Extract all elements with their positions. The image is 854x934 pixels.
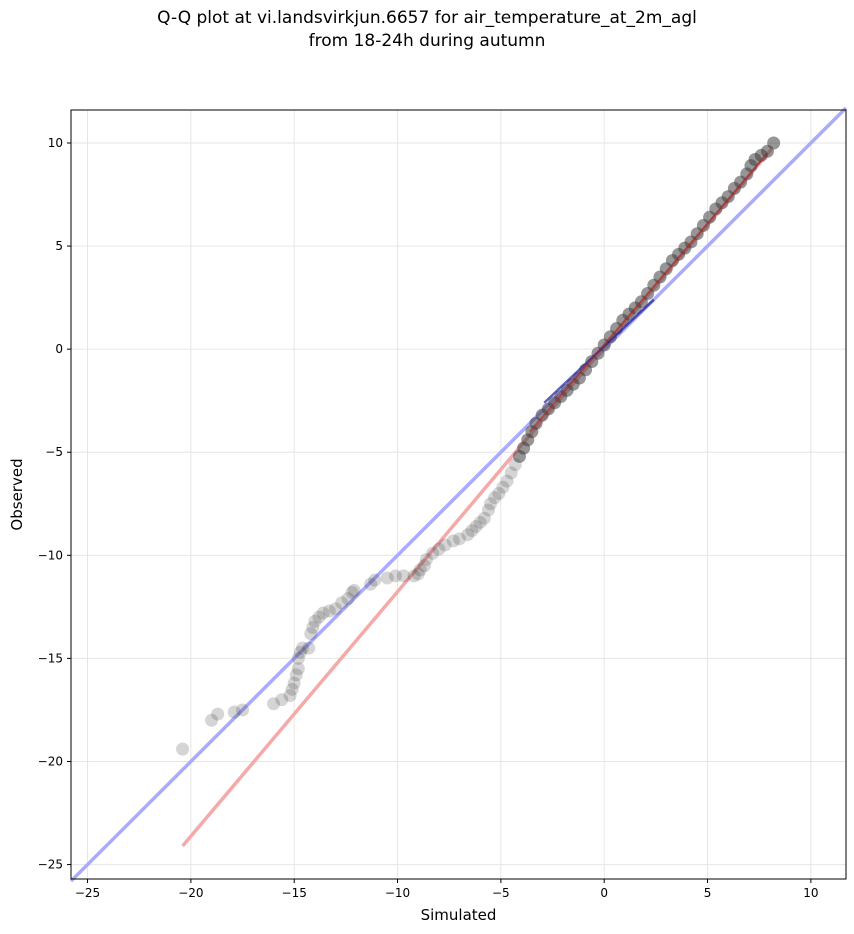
data-point (481, 503, 495, 517)
data-point (267, 697, 281, 711)
y-axis-label: Observed (8, 458, 26, 530)
data-point (411, 567, 425, 581)
data-point (347, 583, 361, 597)
data-point (205, 713, 219, 727)
data-point (329, 602, 343, 616)
data-point (341, 592, 355, 606)
data-point (767, 136, 781, 150)
data-points (176, 136, 781, 756)
data-point (322, 604, 336, 618)
data-point (461, 528, 475, 542)
data-point (453, 532, 467, 546)
data-point (426, 546, 440, 560)
x-tick-label: 10 (803, 886, 818, 900)
data-point (275, 693, 289, 707)
y-tick-label: 5 (55, 239, 63, 253)
data-point (388, 569, 402, 583)
data-point (432, 542, 446, 556)
data-point (345, 585, 359, 599)
x-tick-label: 5 (704, 886, 712, 900)
data-point (473, 515, 487, 529)
ticks: −25 −20 −15 −10 −5 0 5 10 −25 −20 −15 −10 −5 0 5 10 (38, 136, 819, 900)
grid (71, 110, 846, 879)
x-tick-label: −15 (282, 886, 307, 900)
data-point (500, 474, 514, 488)
chart-subtitle: from 18-24h during autumn (308, 31, 546, 51)
data-point (236, 703, 250, 717)
fit-line-core (529, 152, 769, 433)
data-point (293, 645, 307, 659)
data-point (380, 571, 394, 585)
y-tick-label: −10 (38, 548, 63, 562)
y-tick-label: −20 (38, 754, 63, 768)
data-point (407, 569, 421, 583)
data-point (283, 689, 297, 703)
x-tick-label: −5 (492, 886, 510, 900)
data-point (419, 552, 433, 566)
data-point (308, 614, 322, 628)
data-point (368, 573, 382, 587)
y-tick-label: −5 (45, 445, 63, 459)
data-point (438, 538, 452, 552)
y-tick-label: 10 (48, 136, 63, 150)
data-point (289, 668, 303, 682)
data-point (211, 707, 225, 721)
data-point (417, 559, 431, 573)
data-point (446, 534, 460, 548)
data-point (496, 480, 510, 494)
data-point (465, 524, 479, 538)
data-point (397, 569, 411, 583)
data-point (413, 563, 427, 577)
data-point (492, 486, 506, 500)
data-point (302, 641, 316, 655)
identity-line (69, 106, 848, 883)
data-point (477, 511, 491, 525)
data-point (227, 705, 241, 719)
data-point (312, 610, 326, 624)
data-point (291, 651, 305, 665)
data-point (306, 620, 320, 634)
data-point (504, 466, 518, 480)
data-point (287, 676, 301, 690)
data-point (335, 596, 349, 610)
data-point (176, 742, 190, 756)
reference-lines (69, 106, 848, 883)
data-point (484, 497, 498, 511)
data-point (304, 627, 318, 641)
x-axis-label: Simulated (421, 906, 497, 924)
y-tick-label: −15 (38, 651, 63, 665)
x-tick-label: 0 (600, 886, 608, 900)
data-point (469, 519, 483, 533)
data-point (285, 682, 299, 696)
x-tick-label: −10 (385, 886, 410, 900)
axes-frame (70, 109, 847, 880)
x-tick-label: −20 (178, 886, 203, 900)
data-point (291, 662, 305, 676)
y-tick-label: −25 (38, 858, 63, 872)
data-point (488, 491, 502, 505)
data-point (364, 577, 378, 591)
y-tick-label: 0 (55, 342, 63, 356)
data-point (295, 641, 309, 655)
x-tick-label: −25 (75, 886, 100, 900)
chart-title: Q-Q plot at vi.landsvirkjun.6657 for air… (157, 8, 697, 28)
data-point (316, 606, 330, 620)
